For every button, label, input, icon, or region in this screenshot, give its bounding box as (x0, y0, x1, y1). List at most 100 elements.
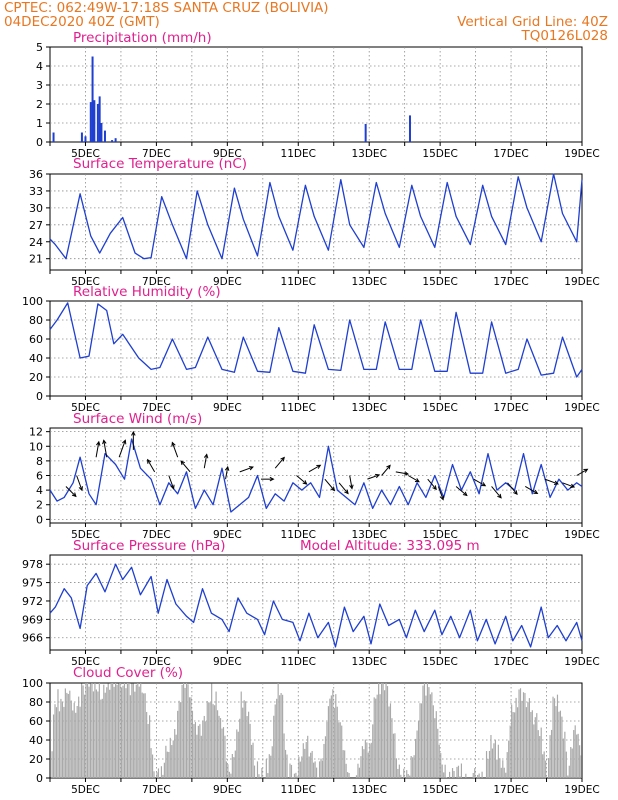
cloud-bar (553, 698, 556, 778)
x-tick-label: 7DEC (142, 402, 171, 414)
cloud-bar (82, 685, 84, 778)
cloud-bar (129, 695, 131, 778)
cloud-bar (441, 764, 443, 778)
wind-arrow-head (248, 466, 254, 471)
panel-title: Surface Wind (m/s) (73, 411, 202, 427)
cloud-bar (335, 694, 337, 778)
cloud-bar (345, 763, 347, 778)
y-tick-label: 975 (22, 577, 43, 590)
x-tick-label: 15DEC (422, 656, 457, 668)
x-tick-label: 19DEC (564, 656, 599, 668)
cloud-bar (527, 702, 529, 778)
wind-arrow (455, 486, 468, 496)
cloud-bar (76, 705, 78, 778)
cloud-bar (135, 684, 137, 778)
wind-arrow-head (122, 439, 127, 445)
cloud-bar (579, 745, 581, 778)
cloud-bar (246, 716, 248, 778)
x-tick-label: 17DEC (493, 529, 528, 541)
cloud-bar (558, 711, 560, 778)
cloud-bar (298, 756, 300, 778)
cloud-bar (542, 754, 544, 778)
cloud-bar (496, 759, 498, 778)
cloud-bar (190, 697, 192, 778)
station-location-label: CPTEC: 062:49W-17:18S SANTA CRUZ (BOLIVI… (4, 0, 329, 16)
wind-arrow-head (280, 456, 285, 462)
y-tick-label: 36 (29, 168, 43, 181)
wind-arrow (427, 478, 437, 490)
wind-arrow-head (497, 493, 502, 499)
x-tick-label: 17DEC (493, 402, 528, 414)
y-tick-label: 40 (29, 734, 43, 747)
cloud-bar (248, 711, 250, 778)
cloud-bar (172, 740, 174, 778)
wind-arrow (76, 475, 83, 491)
wind-arrow-head (344, 489, 349, 495)
x-tick-label: 5DEC (71, 148, 100, 160)
cloud-bar (305, 742, 307, 778)
precip-bar (364, 123, 367, 142)
x-tick-label: 11DEC (281, 784, 316, 796)
precip-bar (103, 130, 106, 142)
cloud-bar (388, 706, 390, 778)
wind-arrow (239, 466, 254, 473)
wind-arrow (395, 471, 409, 475)
x-tick-label: 13DEC (351, 402, 386, 414)
cloud-bar (318, 761, 321, 778)
cloud-bar (521, 700, 523, 778)
cloud-bar (178, 700, 180, 778)
cloud-bar (197, 725, 199, 778)
cloud-bar (151, 754, 154, 778)
cloud-bar (413, 755, 415, 778)
wind-arrow (562, 482, 575, 488)
x-tick-label: 9DEC (213, 529, 242, 541)
cloud-bar (180, 702, 182, 778)
x-tick-label: 13DEC (351, 784, 386, 796)
cloud-bar (231, 753, 233, 778)
cloud-bar (316, 767, 318, 778)
cloud-bar (543, 751, 545, 778)
y-tick-label: 80 (29, 314, 43, 327)
wind-arrow (225, 466, 229, 480)
cloud-bar (565, 751, 567, 778)
cloud-bar (203, 715, 205, 778)
cloud-bar (149, 715, 151, 778)
cloud-bar (415, 738, 417, 778)
cloud-bar (156, 772, 158, 778)
x-tick-label: 17DEC (493, 656, 528, 668)
cloud-bar (515, 697, 517, 778)
cloud-bar (184, 687, 186, 778)
cloud-bar (64, 688, 66, 778)
cloud-bar (214, 705, 216, 778)
wind-arrow (324, 478, 335, 491)
cloud-bar (117, 683, 120, 778)
x-tick-label: 5DEC (71, 402, 100, 414)
cloud-bar (344, 750, 346, 778)
cloud-bar (407, 774, 409, 778)
y-tick-label: 33 (29, 185, 43, 198)
cloud-bar (577, 733, 579, 778)
cloud-bar (51, 751, 53, 778)
cloud-bar (329, 698, 331, 778)
cloud-bar (552, 696, 554, 778)
cloud-bar (459, 776, 461, 778)
cloud-bar (434, 718, 436, 778)
cloud-bar (522, 692, 525, 778)
y-tick-label: 12 (29, 426, 43, 439)
y-tick-label: 2 (36, 499, 43, 512)
cloud-bar (472, 772, 474, 778)
x-tick-label: 9DEC (213, 784, 242, 796)
y-tick-label: 969 (22, 613, 43, 626)
wind-arrow-head (439, 495, 445, 501)
cloud-bar (91, 683, 93, 778)
cloud-bar (209, 702, 211, 778)
cloud-bar (465, 773, 467, 778)
cloud-bar (66, 692, 68, 778)
cloud-bar (555, 706, 557, 778)
cloud-bar (570, 747, 572, 778)
cloud-bar (487, 758, 489, 778)
cloud-bar (550, 729, 553, 778)
y-tick-label: 80 (29, 696, 43, 709)
cloud-bar (292, 777, 294, 778)
cloud-bar (386, 686, 389, 778)
